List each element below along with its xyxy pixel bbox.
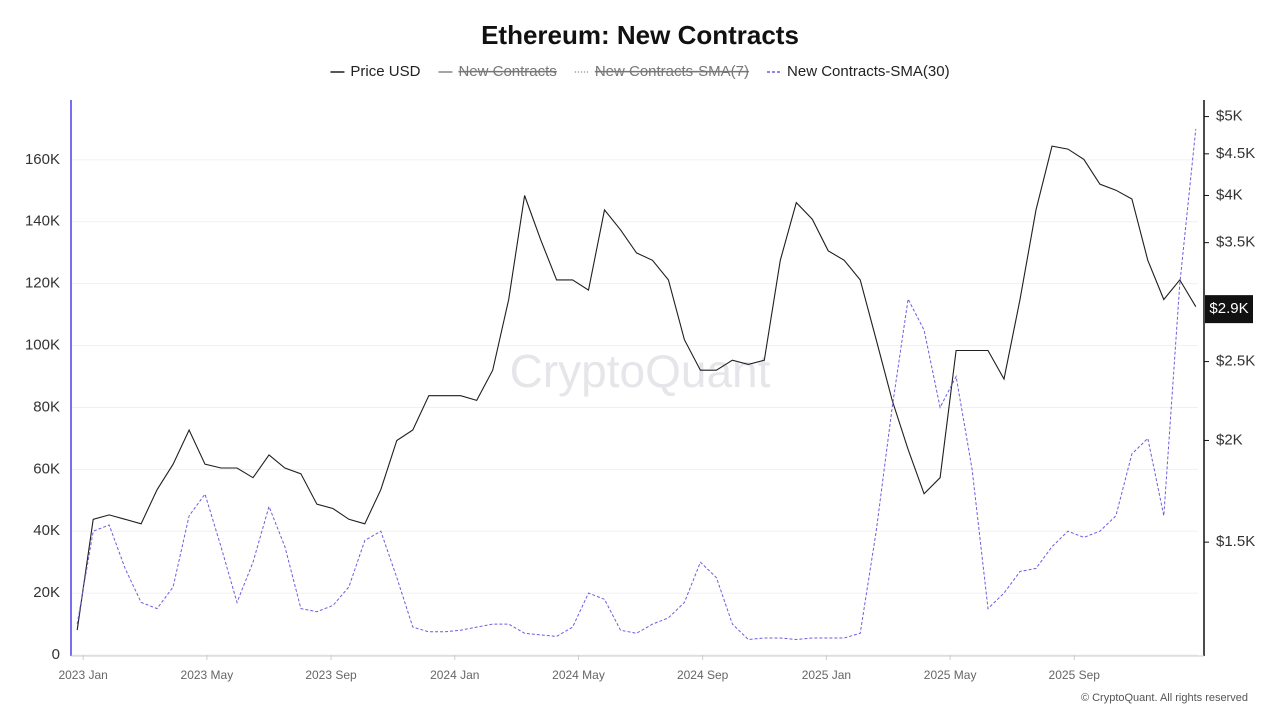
y2-tick-label: $4K xyxy=(1216,186,1243,203)
footer: © CryptoQuant. All rights reserved xyxy=(1081,692,1248,704)
x-tick-label: 2023 May xyxy=(181,668,234,682)
legend-item[interactable]: New Contracts-SMA(30) xyxy=(767,63,950,80)
chart-title: Ethereum: New Contracts xyxy=(481,20,799,50)
y-tick-label: 0 xyxy=(52,646,60,663)
legend-item[interactable]: New Contracts-SMA(7) xyxy=(574,63,749,80)
x-tick-label: 2024 Jan xyxy=(430,668,479,682)
legend-item[interactable]: New Contracts xyxy=(438,63,557,80)
legend-label: New Contracts xyxy=(458,63,556,80)
y-tick-label: 120K xyxy=(25,275,60,292)
x-tick-label: 2023 Sep xyxy=(305,668,357,682)
y-tick-label: 20K xyxy=(33,584,60,601)
y-tick-label: 100K xyxy=(25,337,60,354)
series-line xyxy=(76,145,1197,631)
legend-label: New Contracts-SMA(7) xyxy=(595,63,749,80)
y2-tick-label: $1.5K xyxy=(1216,533,1255,550)
y2-tick-label: $3.5K xyxy=(1216,234,1255,251)
y-tick-label: 40K xyxy=(33,522,60,539)
legend: Price USD New Contracts New Contracts-SMA(… xyxy=(330,63,950,80)
legend-label: New Contracts-SMA(30) xyxy=(787,63,950,80)
y2-tick-label: $2.5K xyxy=(1216,353,1255,370)
y-tick-label: 60K xyxy=(33,460,60,477)
x-tick-label: 2025 May xyxy=(924,668,977,682)
y-tick-label: 160K xyxy=(25,151,60,168)
y2-tick-label: $5K xyxy=(1216,108,1243,125)
x-tick-label: 2023 Jan xyxy=(58,668,107,682)
x-tick-label: 2025 Sep xyxy=(1049,668,1101,682)
y-tick-label: 80K xyxy=(33,398,60,415)
y2-tick-label: $2K xyxy=(1216,431,1243,448)
last-price-box xyxy=(1205,295,1253,324)
legend-label: Price USD xyxy=(350,63,420,80)
x-tick-label: 2025 Jan xyxy=(802,668,851,682)
x-tick-label: 2024 May xyxy=(552,668,605,682)
legend-item[interactable]: Price USD xyxy=(330,63,421,80)
y2-tick-label: $4.5K xyxy=(1216,145,1255,162)
last-price-label: $2.9K xyxy=(1209,300,1248,317)
watermark: CryptoQuant xyxy=(510,345,771,397)
y-tick-label: 140K xyxy=(25,213,60,230)
x-tick-label: 2024 Sep xyxy=(677,668,729,682)
